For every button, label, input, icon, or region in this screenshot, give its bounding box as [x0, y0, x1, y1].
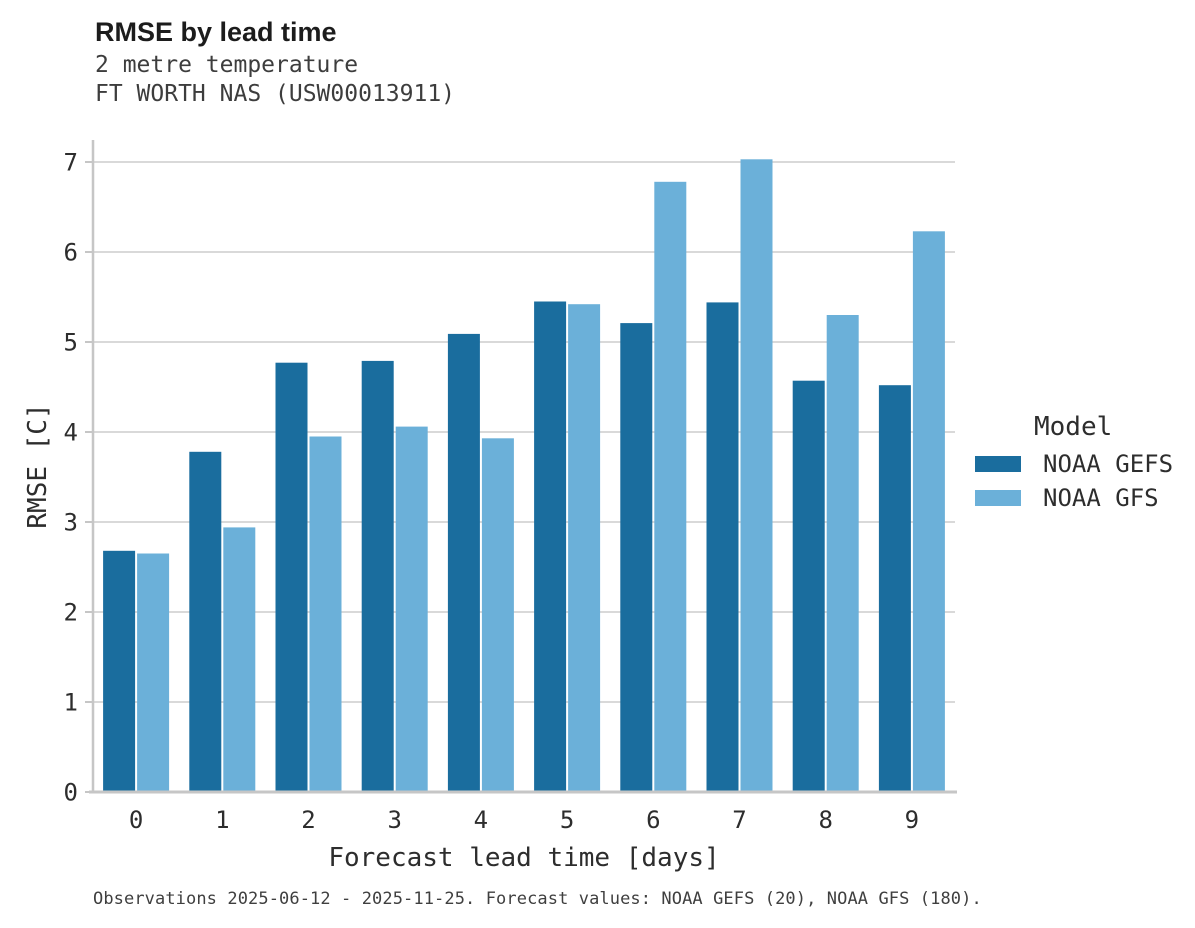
bar-noaa-gefs-lead-3 — [361, 360, 394, 792]
x-tick-label-8: 8 — [818, 806, 832, 834]
bar-noaa-gefs-lead-5 — [534, 301, 567, 792]
bar-noaa-gefs-lead-6 — [620, 323, 653, 792]
bar-noaa-gefs-lead-9 — [878, 385, 911, 792]
legend-swatch-noaa-gfs — [975, 490, 1021, 506]
x-tick-label-0: 0 — [129, 806, 143, 834]
chart-subtitle-variable: 2 metre temperature — [95, 52, 359, 78]
bar-noaa-gefs-lead-2 — [275, 362, 308, 792]
x-tick-label-3: 3 — [387, 806, 401, 834]
y-tick-label-6: 6 — [64, 239, 78, 267]
y-tick-label-4: 4 — [64, 419, 78, 447]
bar-noaa-gfs-lead-0 — [137, 553, 170, 792]
bar-noaa-gfs-lead-8 — [826, 315, 859, 792]
x-tick-label-9: 9 — [905, 806, 919, 834]
bar-noaa-gefs-lead-0 — [103, 550, 136, 792]
bar-noaa-gfs-lead-3 — [395, 426, 428, 792]
x-tick-label-1: 1 — [215, 806, 229, 834]
y-tick-label-2: 2 — [64, 599, 78, 627]
legend-swatch-noaa-gefs — [975, 456, 1021, 472]
x-tick-label-6: 6 — [646, 806, 660, 834]
bar-noaa-gfs-lead-4 — [481, 438, 514, 792]
bar-noaa-gfs-lead-6 — [654, 181, 687, 793]
legend-title: Model — [1034, 412, 1113, 442]
chart-subtitle-station: FT WORTH NAS (USW00013911) — [95, 81, 456, 107]
legend: Model NOAA GEFS NOAA GFS — [975, 412, 1173, 524]
x-tick-label-5: 5 — [560, 806, 574, 834]
x-axis-title: Forecast lead time [days] — [328, 843, 720, 873]
y-tick-label-1: 1 — [64, 689, 78, 717]
bar-noaa-gfs-lead-7 — [740, 159, 773, 793]
bar-noaa-gfs-lead-1 — [223, 527, 256, 792]
x-tick-label-7: 7 — [732, 806, 746, 834]
bar-noaa-gefs-lead-1 — [189, 451, 222, 792]
bar-noaa-gefs-lead-7 — [706, 302, 739, 792]
legend-item-noaa-gfs: NOAA GFS — [975, 484, 1173, 512]
x-tick-label-2: 2 — [301, 806, 315, 834]
chart-title: RMSE by lead time — [95, 17, 337, 47]
legend-item-noaa-gefs: NOAA GEFS — [975, 450, 1173, 478]
y-tick-label-7: 7 — [64, 149, 78, 177]
y-tick-label-5: 5 — [64, 329, 78, 357]
y-tick-label-3: 3 — [64, 509, 78, 537]
y-tick-label-0: 0 — [64, 779, 78, 807]
x-tick-label-4: 4 — [474, 806, 488, 834]
bar-noaa-gfs-lead-2 — [309, 436, 342, 792]
bar-noaa-gefs-lead-4 — [447, 333, 480, 792]
legend-label-noaa-gefs: NOAA GEFS — [1043, 450, 1174, 478]
y-axis-title: RMSE [C] — [23, 403, 53, 529]
footnote: Observations 2025-06-12 - 2025-11-25. Fo… — [93, 889, 982, 909]
bar-noaa-gfs-lead-9 — [912, 231, 945, 793]
bar-noaa-gfs-lead-5 — [568, 304, 601, 792]
legend-label-noaa-gfs: NOAA GFS — [1043, 484, 1159, 512]
bar-noaa-gefs-lead-8 — [792, 380, 825, 792]
